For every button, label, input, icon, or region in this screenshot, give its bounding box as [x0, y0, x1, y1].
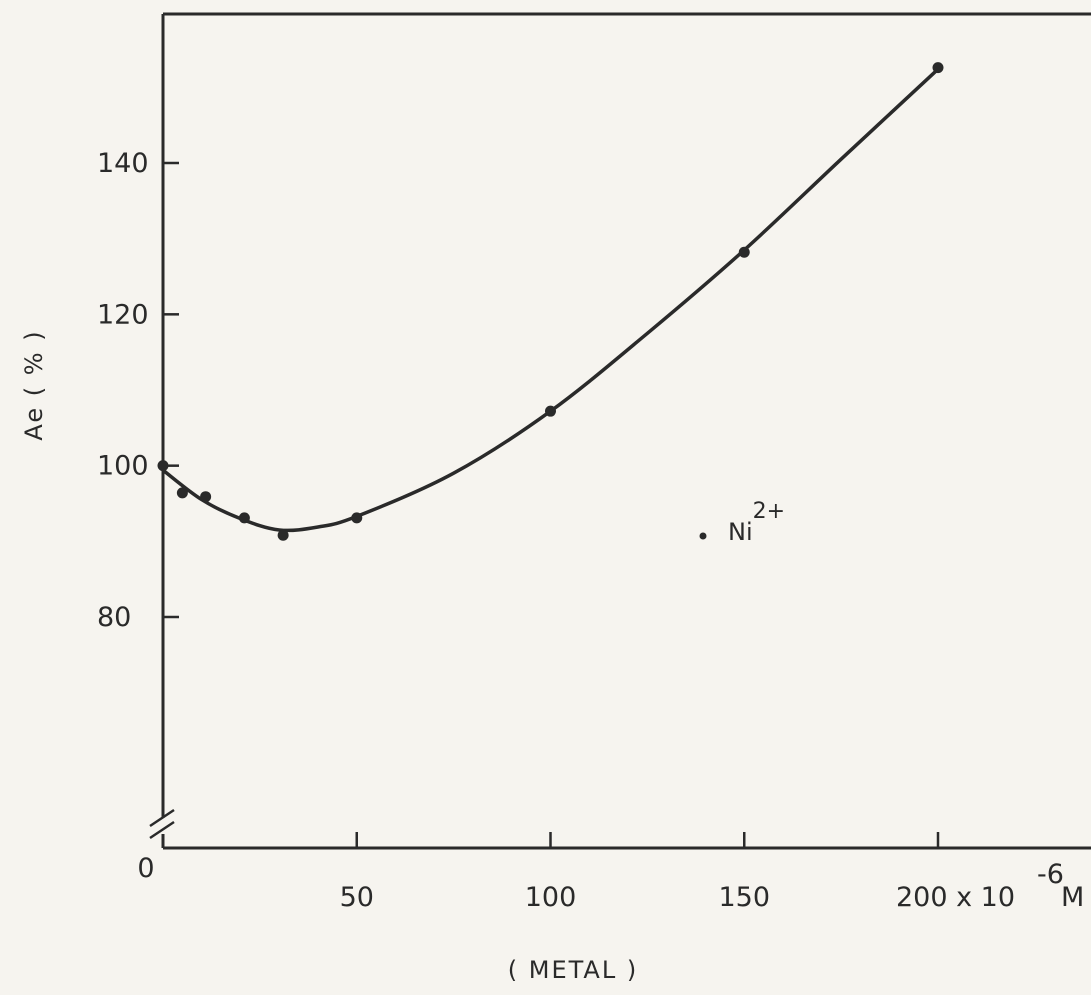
y-tick-label: 100: [97, 451, 149, 482]
axis-break-mark: [149, 820, 175, 840]
data-point: [738, 246, 750, 258]
fit-curve: [161, 67, 940, 533]
y-tick-label: 80: [97, 602, 131, 633]
data-point: [351, 512, 363, 524]
axis-break-mark: [149, 808, 175, 828]
y-axis-label: Ae ( % ): [20, 329, 48, 440]
data-point: [200, 491, 212, 503]
y-tick-label: 120: [97, 299, 149, 330]
data-point: [238, 512, 250, 524]
fit-curve-layer: [161, 67, 940, 533]
y-tick-label: 140: [97, 148, 149, 179]
data-point: [932, 62, 944, 74]
x-tick-label: 100: [525, 882, 577, 913]
axis-ticks: 80 100 120 140 50 100 150 200 x 10 -6M 0: [97, 148, 1084, 913]
legend-label: Ni2+: [728, 499, 785, 546]
x-origin-label: 0: [137, 853, 154, 884]
legend-marker: [699, 532, 707, 540]
plot-frame: [149, 12, 1091, 850]
legend-series-charge: 2+: [753, 499, 785, 524]
data-point: [157, 460, 169, 472]
legend: Ni2+: [699, 499, 785, 546]
x-axis-unit: M: [1061, 882, 1084, 913]
x-tick-exponent: -6: [1037, 859, 1064, 890]
data-point: [277, 529, 289, 541]
x-tick-label: 150: [718, 882, 770, 913]
x-axis-label: ( METAL ): [508, 956, 638, 984]
data-point: [545, 405, 556, 417]
data-point: [176, 487, 188, 499]
data-points: [157, 62, 944, 541]
x-tick-label-last: 200 x 10: [896, 882, 1015, 913]
x-tick-label: 50: [340, 882, 374, 913]
legend-series-name: Ni: [728, 518, 753, 546]
